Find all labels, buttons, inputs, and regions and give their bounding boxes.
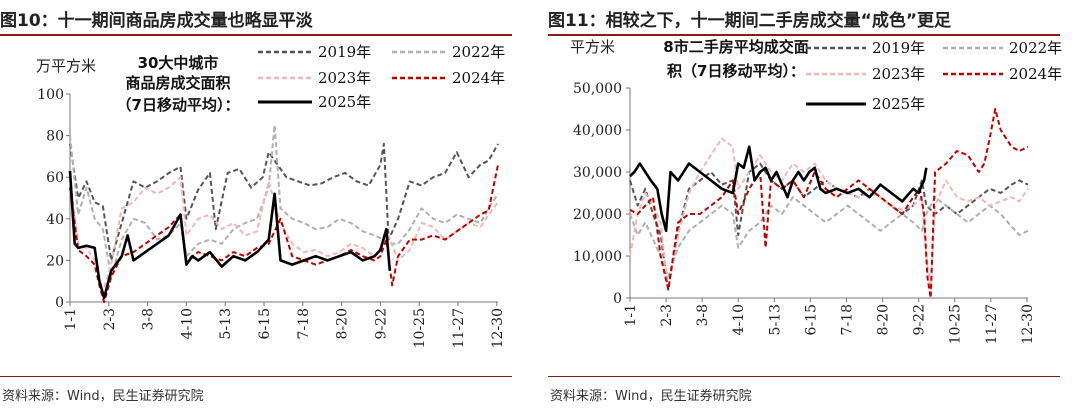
series-line (68, 170, 392, 300)
y-tick-label: 40 (46, 212, 64, 228)
x-tick-label: 6-15 (803, 304, 819, 335)
x-tick-label: 12-30 (1020, 304, 1036, 344)
legend-title-line: 30大中城市 (138, 54, 219, 72)
x-tick-label: 9-22 (373, 308, 389, 339)
series-line (69, 124, 499, 278)
y-tick-label: 0 (613, 291, 622, 307)
source-rule (0, 376, 512, 377)
series-line (629, 145, 928, 233)
x-tick-label: 2-3 (659, 304, 675, 327)
x-tick-label: 4-10 (179, 308, 195, 339)
legend-label: 2025年 (318, 93, 371, 111)
x-tick-label: 8-20 (335, 308, 351, 339)
y-tick-label: 40,000 (573, 123, 622, 139)
title-rule (0, 34, 512, 36)
legend-title-line: 商品房成交面积 (125, 74, 230, 92)
x-tick-label: 2-3 (102, 308, 118, 331)
x-tick-label: 5-13 (218, 308, 234, 339)
title-rule (548, 34, 1060, 36)
y-tick-label: 30,000 (573, 165, 622, 181)
series-line (629, 108, 1029, 299)
legend-label: 2024年 (452, 69, 505, 87)
x-tick-label: 10-25 (412, 308, 428, 348)
x-tick-label: 12-30 (490, 308, 506, 348)
legend-label: 2024年 (1009, 65, 1062, 83)
x-tick-label: 3-8 (141, 308, 157, 331)
chart-11-figure: 平方米 0 10,000 20,000 30,000 40,000 50,000 1-1 2-3… (570, 38, 1062, 344)
legend-label: 2022年 (452, 43, 505, 61)
legend-label: 2019年 (872, 39, 925, 57)
y-tick-label: 10,000 (573, 249, 622, 265)
x-tick-label: 4-10 (731, 304, 747, 335)
legend-title-line: 积（7日移动平均）： (667, 62, 805, 80)
x-tick-label: 11-27 (984, 304, 1000, 344)
x-tick-label: 7-18 (839, 304, 855, 335)
series-line (69, 164, 499, 303)
x-tick-label: 10-25 (948, 304, 964, 344)
x-tick-label: 1-1 (623, 304, 639, 327)
y-tick-label: 60 (46, 170, 64, 186)
legend-label: 2023年 (872, 65, 925, 83)
y-unit-label: 万平方米 (36, 57, 96, 75)
source-note: 资料来源：Wind，民生证券研究院 (550, 389, 752, 404)
y-tick-label: 20,000 (573, 207, 622, 223)
legend-title-line: 8市二手房平均成交面 (663, 38, 808, 56)
x-tick-label: 1-1 (63, 308, 79, 331)
x-tick-label: 9-22 (912, 304, 928, 335)
y-tick-label: 0 (55, 295, 64, 311)
series-line (69, 142, 499, 262)
series-line (629, 196, 1029, 278)
x-tick-label: 3-8 (695, 304, 711, 327)
x-tick-label: 7-18 (296, 308, 312, 339)
figure-title: 图10：十一期间商品房成交量也略显平淡 (0, 11, 313, 31)
source-note: 资料来源：Wind，民生证券研究院 (2, 389, 204, 404)
y-tick-label: 50,000 (573, 81, 622, 97)
legend-title-line: （7日移动平均）： (117, 96, 240, 114)
series-line (629, 162, 1029, 291)
chart-10-figure: 万平方米 0 20 40 60 80 100 1-1 2-3 3-8 4-10 5-13 6-15 7-1… (36, 43, 506, 348)
source-rule (548, 376, 1060, 377)
legend-label: 2019年 (318, 43, 371, 61)
figure-title: 图11：相较之下，十一期间二手房成交量“成色”更足 (548, 11, 952, 31)
series-line (69, 176, 499, 293)
legend-label: 2025年 (872, 95, 925, 113)
y-tick-label: 20 (46, 253, 64, 269)
figure-panel-11: 图11：相较之下，十一期间二手房成交量“成色”更足 平方米 0 10,000 20,0… (548, 0, 1080, 416)
y-unit-label: 平方米 (570, 38, 615, 56)
y-tick-label: 100 (37, 87, 64, 103)
legend-label: 2022年 (1009, 39, 1062, 57)
y-tick-label: 80 (46, 129, 64, 145)
x-tick-label: 11-27 (451, 308, 467, 348)
series-line (629, 137, 1029, 291)
x-tick-label: 8-20 (876, 304, 892, 335)
figure-panel-10: 图10：十一期间商品房成交量也略显平淡 万平方米 0 20 40 60 80 100 1-1 2… (0, 0, 512, 416)
legend-label: 2023年 (318, 69, 371, 87)
x-tick-label: 5-13 (767, 304, 783, 335)
x-tick-label: 6-15 (257, 308, 273, 339)
